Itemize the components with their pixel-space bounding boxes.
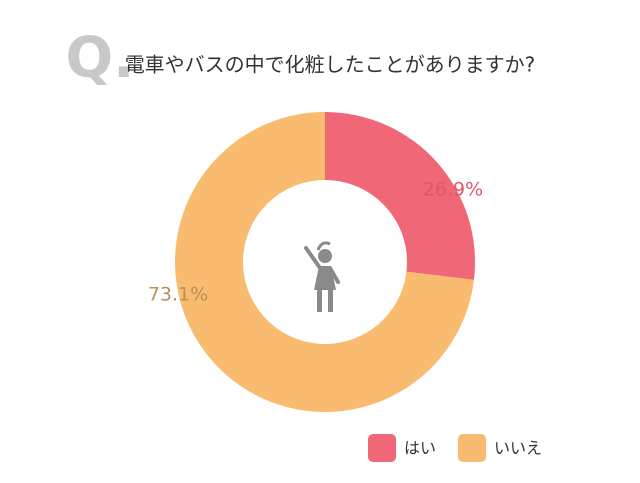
center-icon [304,241,340,312]
slice [325,112,476,280]
donut [175,112,476,412]
legend-label: いいえ [494,439,542,458]
value-label: 26.9% [423,179,483,201]
slice [175,112,474,412]
legend: はい いいえ [368,434,542,462]
legend-label: はい [404,439,436,458]
q-mark: Q. [66,26,135,91]
value-label: 73.1% [148,284,208,306]
chart-title: 電車やバスの中で化粧したことがありますか? [125,53,536,77]
legend-swatch [368,434,396,462]
legend-swatch [458,434,486,462]
